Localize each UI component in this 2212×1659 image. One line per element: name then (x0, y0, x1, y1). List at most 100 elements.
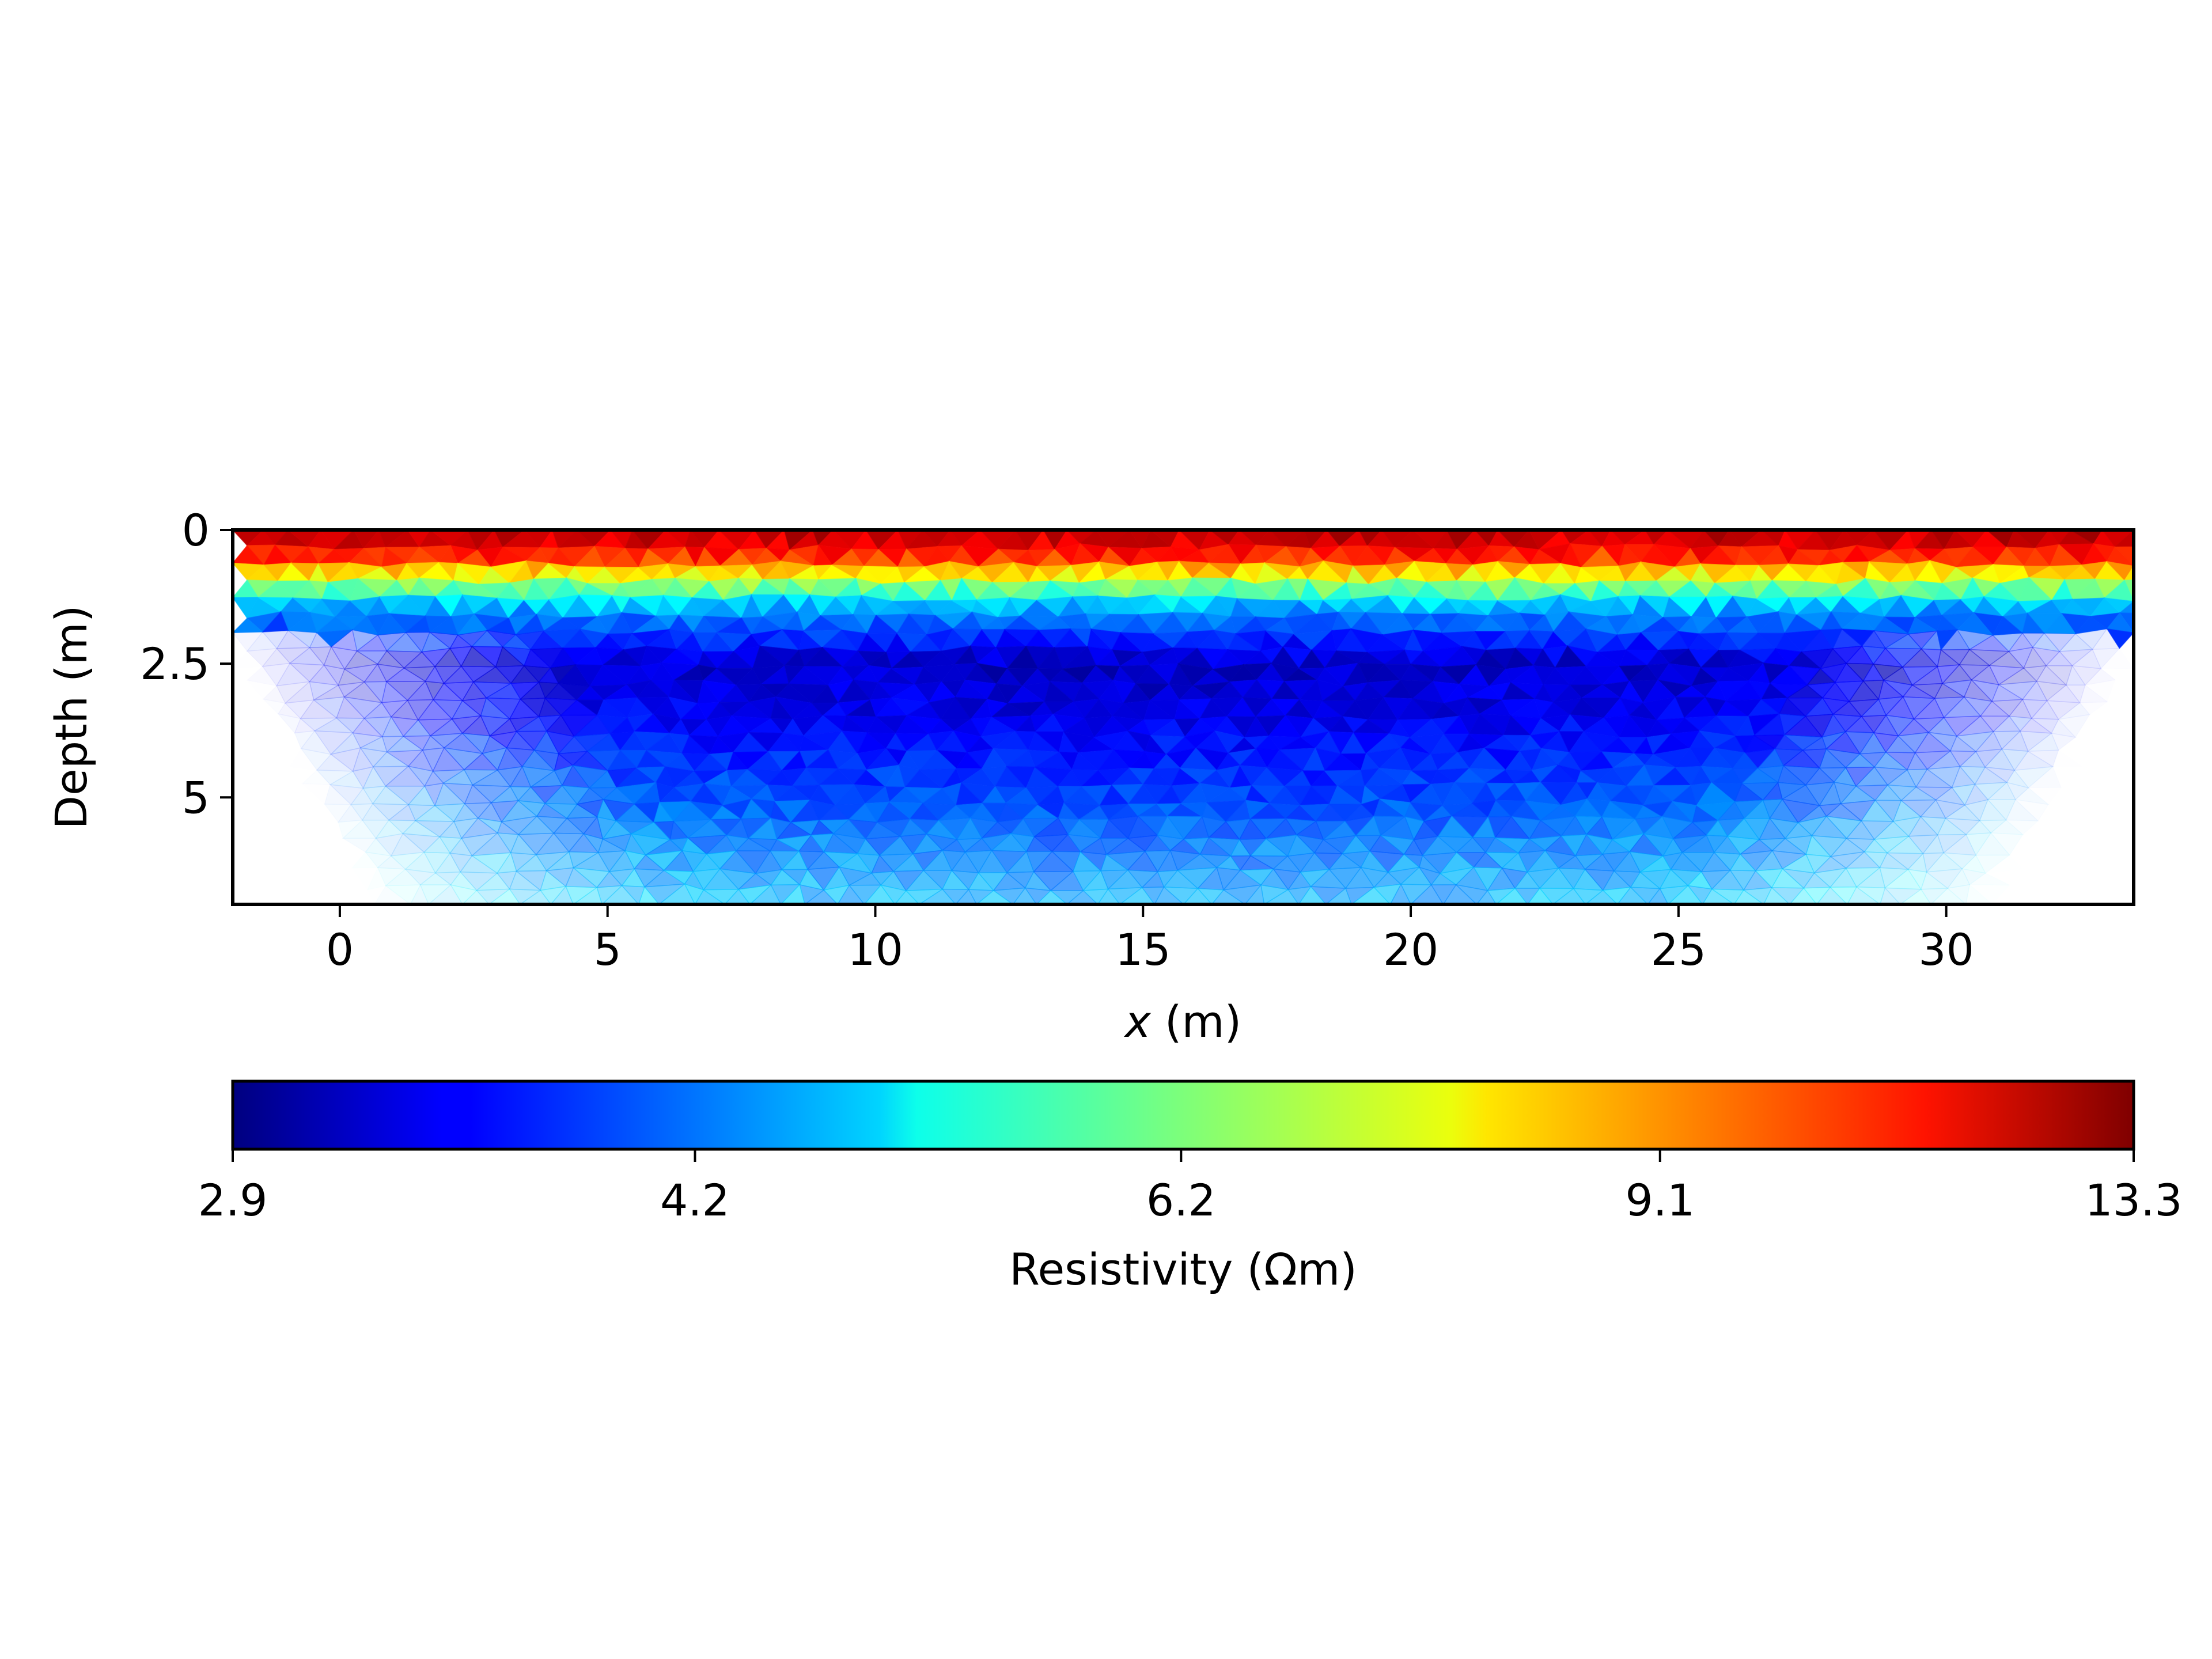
mesh-cell (1430, 873, 1458, 885)
mesh-cell (608, 868, 635, 887)
mesh-cell (384, 766, 426, 787)
colorbar-tick-label: 9.1 (1625, 1175, 1695, 1226)
mesh-cell (1379, 835, 1415, 855)
mesh-cell (2008, 632, 2034, 652)
mesh-cell (737, 884, 772, 904)
mesh-cell (1886, 835, 1924, 854)
mesh-cell (2118, 601, 2134, 614)
mesh-cell (343, 650, 379, 670)
mesh-cell (434, 871, 461, 886)
mesh-cell (1873, 714, 1899, 737)
mesh-cell (2013, 766, 2054, 789)
mesh-cell (1949, 735, 1978, 752)
mesh-cell (2074, 628, 2108, 650)
colorbar (231, 1080, 2135, 1151)
mesh-cell (2074, 615, 2108, 635)
colorbar-tick-label: 4.2 (660, 1175, 730, 1226)
mesh-cell (633, 868, 665, 888)
mesh-cell (329, 732, 361, 755)
mesh-cell (1830, 838, 1866, 858)
mesh-cell (544, 785, 578, 805)
mesh-cell (2065, 664, 2086, 686)
mesh-cell (540, 870, 567, 891)
mesh-cell (460, 832, 499, 857)
mesh-cell (377, 663, 406, 683)
mesh-cell (573, 887, 603, 904)
mesh-cell (1920, 871, 1949, 890)
mesh-cell (1983, 766, 2016, 783)
mesh-cell (515, 870, 547, 891)
mesh-cell (780, 884, 805, 904)
mesh-cell (429, 616, 459, 636)
x-tick-label: 10 (847, 924, 903, 975)
mesh-cell (434, 852, 461, 874)
mesh-cell (372, 803, 410, 821)
mesh-cell (1991, 684, 2024, 702)
mesh-cell (1742, 887, 1773, 904)
mesh-cell (1552, 888, 1586, 904)
mesh-cell (438, 836, 463, 854)
mesh-cell (442, 769, 474, 786)
mesh-cell (1687, 871, 1713, 890)
mesh-cell (2013, 751, 2054, 771)
mesh-cell (1805, 835, 1832, 857)
mesh-cell (1647, 888, 1669, 904)
mesh-cell (247, 648, 277, 666)
mesh-cell (404, 851, 437, 874)
mesh-cell (1855, 886, 1886, 904)
mesh-cell (390, 699, 419, 721)
mesh-cell (1984, 748, 2016, 771)
mesh-cell (351, 629, 379, 652)
mesh-cell (355, 650, 388, 665)
mesh-cell (1956, 612, 1994, 636)
mesh-cell (262, 662, 291, 687)
mesh-cell (1710, 888, 1745, 904)
mesh-cell (385, 650, 423, 669)
mesh-cell (2008, 715, 2033, 732)
mesh-cell (286, 630, 318, 649)
mesh-cell (1036, 889, 1068, 904)
colorbar-tick-label: 6.2 (1146, 1175, 1216, 1226)
mesh-cell (1922, 852, 1945, 873)
mesh-cell (1616, 887, 1649, 904)
mesh-cell (459, 871, 499, 891)
mesh-cell (461, 733, 491, 755)
mesh-cell (1758, 838, 1787, 851)
mesh-cell (1887, 784, 1918, 801)
mesh-cell (1874, 784, 1903, 801)
mesh-cell (1263, 889, 1300, 904)
mesh-cell (308, 664, 339, 686)
mesh-cell (509, 870, 542, 891)
y-axis-label: Depth (m) (46, 605, 97, 830)
mesh-cell (1755, 868, 1783, 889)
mesh-cell (545, 851, 574, 872)
mesh-cell (1805, 854, 1832, 874)
mesh-cell (406, 680, 434, 701)
x-tick-label: 0 (326, 924, 354, 975)
mesh-cell (312, 696, 345, 719)
mesh-cell (450, 871, 478, 892)
mesh-cell (1968, 634, 2010, 652)
mesh-cell (355, 634, 388, 652)
mesh-cell (2027, 732, 2059, 752)
mesh-cell (419, 872, 452, 885)
mesh-cell (301, 748, 331, 770)
mesh-cell (471, 832, 512, 857)
mesh-cell (1418, 854, 1442, 874)
mesh-cell (1900, 786, 1938, 801)
mesh-cell (402, 833, 441, 853)
mesh-cell (1974, 782, 2008, 801)
mesh-cell (449, 884, 478, 904)
mesh-cell (1974, 766, 2008, 785)
mesh-cell (390, 851, 426, 870)
mesh-cell (423, 770, 445, 787)
mesh-cell (2051, 733, 2075, 751)
mesh-cell (287, 612, 317, 634)
mesh-cell (1813, 856, 1847, 874)
mesh-cell (1810, 835, 1848, 858)
mesh-cell (1935, 799, 1966, 819)
mesh-cell (1979, 700, 2011, 717)
mesh-cell (484, 683, 521, 700)
mesh-cell (362, 766, 387, 789)
mesh-cell (460, 817, 499, 839)
